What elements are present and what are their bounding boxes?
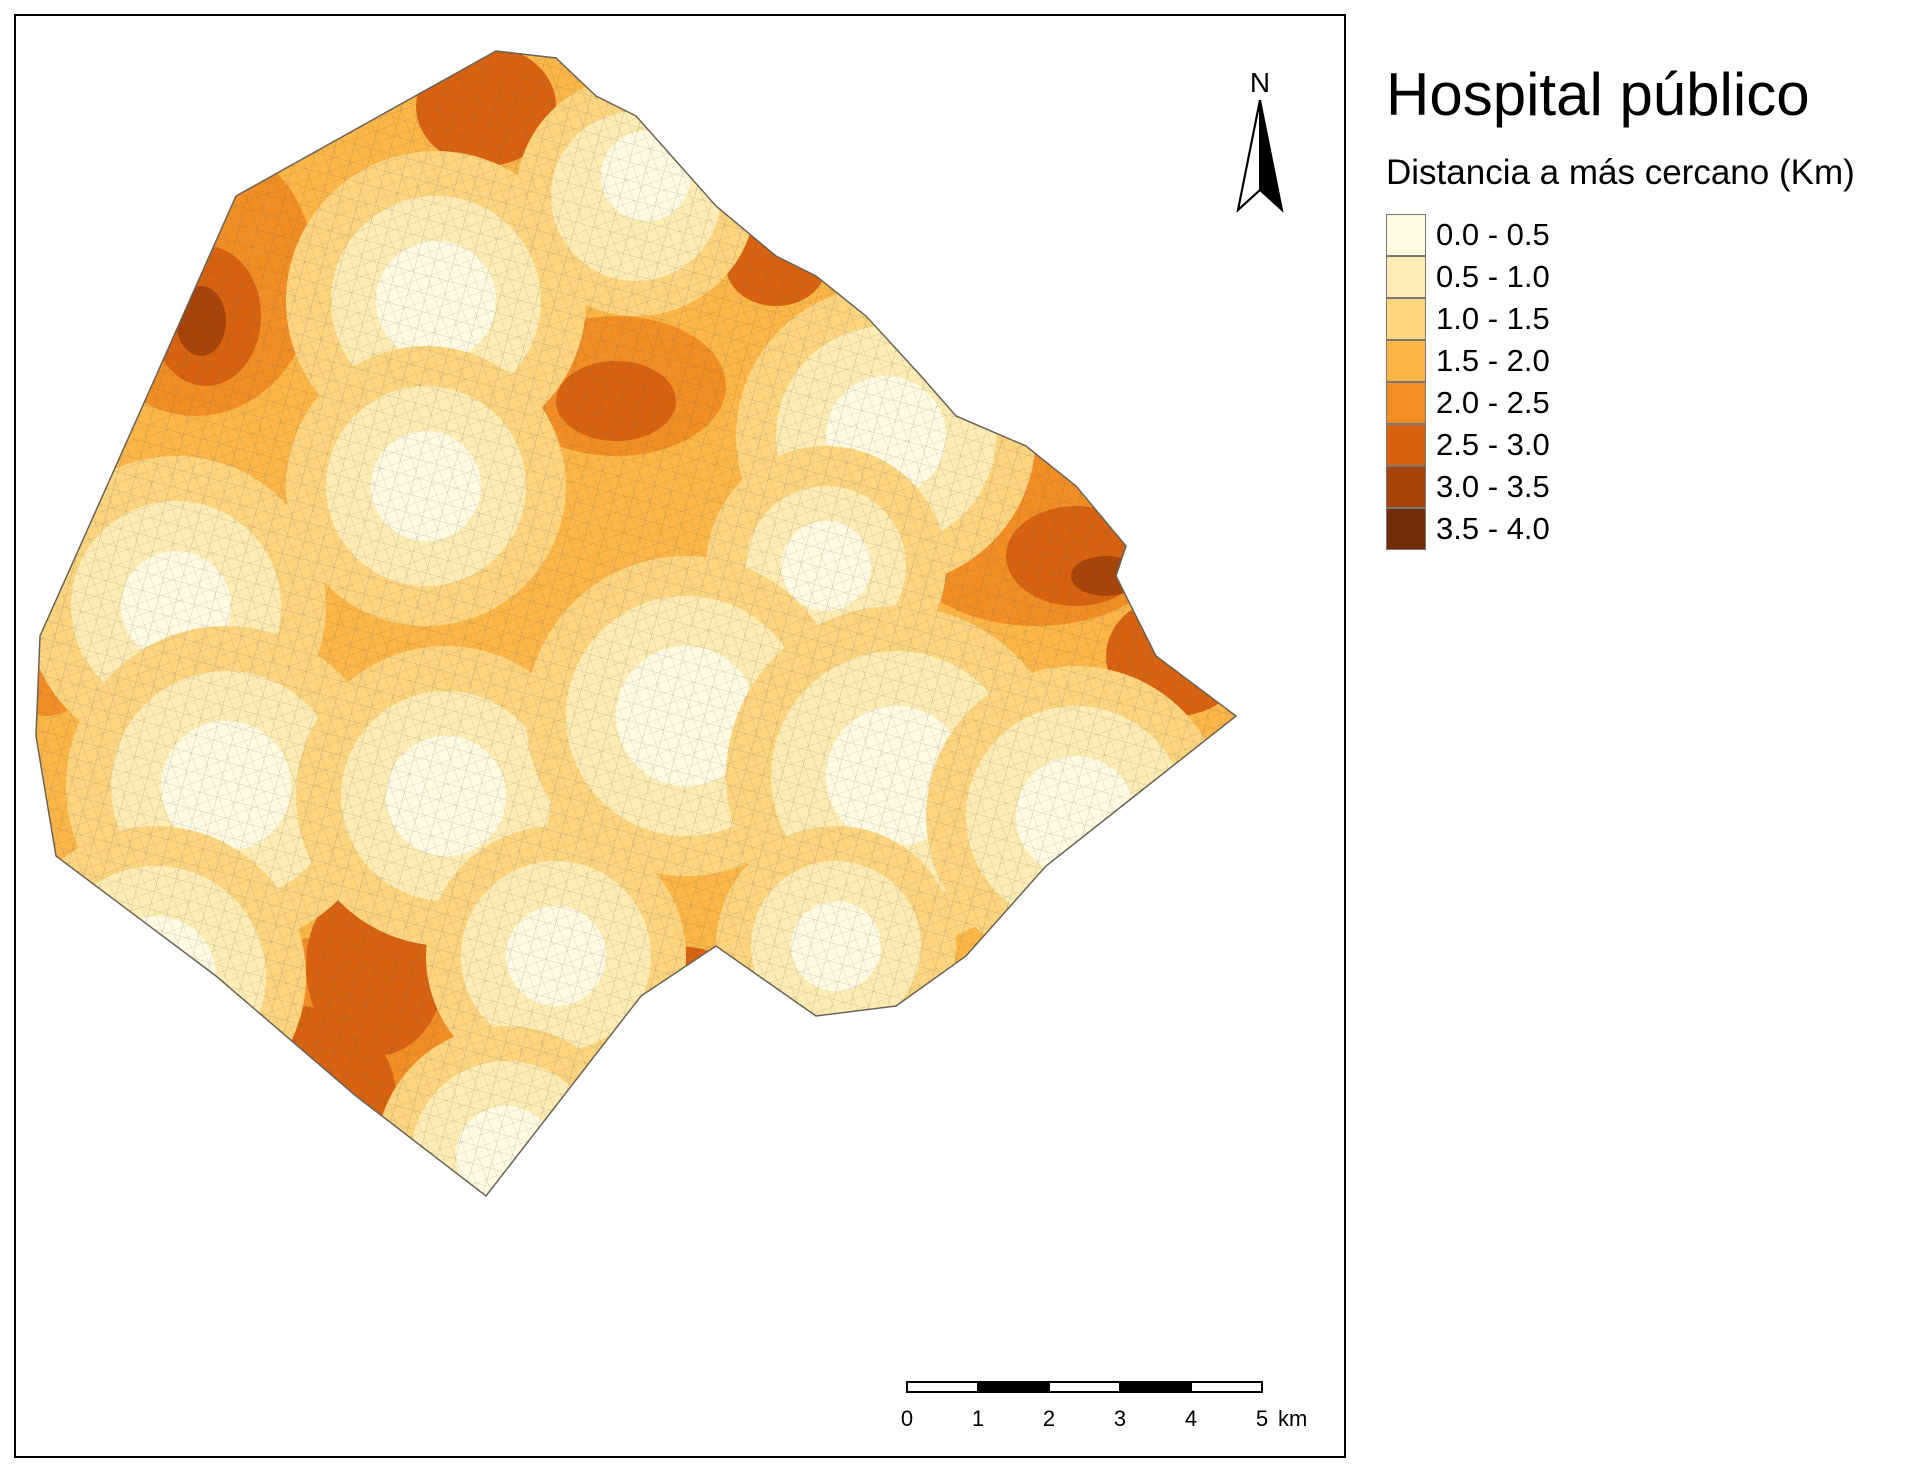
legend-item: 1.5 - 2.0 bbox=[1386, 340, 1906, 382]
legend-item: 2.0 - 2.5 bbox=[1386, 382, 1906, 424]
legend-item: 2.5 - 3.0 bbox=[1386, 424, 1906, 466]
legend-swatch bbox=[1386, 340, 1426, 382]
legend-label: 2.5 - 3.0 bbox=[1436, 427, 1550, 462]
legend-swatch bbox=[1386, 508, 1426, 550]
scale-unit: km bbox=[1278, 1406, 1308, 1431]
legend-label: 3.5 - 4.0 bbox=[1436, 511, 1550, 546]
legend: Hospital público Distancia a más cercano… bbox=[1386, 60, 1906, 550]
legend-item: 0.5 - 1.0 bbox=[1386, 256, 1906, 298]
legend-label: 0.0 - 0.5 bbox=[1436, 217, 1550, 252]
legend-swatch bbox=[1386, 382, 1426, 424]
north-arrow: N bbox=[1230, 68, 1290, 218]
legend-label: 3.0 - 3.5 bbox=[1436, 469, 1550, 504]
scale-bar: 0 1 2 3 4 5 km bbox=[901, 1378, 1308, 1438]
city-outline bbox=[35, 50, 1238, 1198]
legend-subtitle: Distancia a más cercano (Km) bbox=[1386, 153, 1855, 192]
north-label: N bbox=[1249, 67, 1271, 98]
legend-label: 1.0 - 1.5 bbox=[1436, 301, 1550, 336]
legend-swatch bbox=[1386, 466, 1426, 508]
legend-label: 0.5 - 1.0 bbox=[1436, 259, 1550, 294]
legend-item: 3.0 - 3.5 bbox=[1386, 466, 1906, 508]
legend-label: 1.5 - 2.0 bbox=[1436, 343, 1550, 378]
scale-tick-label: 5 bbox=[1255, 1406, 1269, 1431]
scale-tick-label: 3 bbox=[1113, 1406, 1127, 1431]
legend-items: 0.0 - 0.5 0.5 - 1.0 1.0 - 1.5 1.5 - 2.0 2.0 … bbox=[1386, 214, 1906, 550]
scale-tick-label: 1 bbox=[971, 1406, 985, 1431]
legend-swatch bbox=[1386, 256, 1426, 298]
scale-tick-label: 2 bbox=[1042, 1406, 1056, 1431]
legend-item: 1.0 - 1.5 bbox=[1386, 298, 1906, 340]
legend-swatch bbox=[1386, 424, 1426, 466]
north-arrow-icon bbox=[1236, 100, 1284, 213]
map-frame: N 0 1 2 3 4 5 km bbox=[14, 14, 1346, 1458]
legend-item: 3.5 - 4.0 bbox=[1386, 508, 1906, 550]
legend-title: Hospital público bbox=[1386, 61, 1810, 128]
legend-item: 0.0 - 0.5 bbox=[1386, 214, 1906, 256]
legend-swatch bbox=[1386, 298, 1426, 340]
legend-label: 2.0 - 2.5 bbox=[1436, 385, 1550, 420]
choropleth-map bbox=[35, 50, 1238, 1198]
scale-tick-label: 4 bbox=[1184, 1406, 1198, 1431]
scale-bar-graphic bbox=[906, 1381, 1263, 1393]
scale-tick-label: 0 bbox=[900, 1406, 914, 1431]
legend-swatch bbox=[1386, 214, 1426, 256]
